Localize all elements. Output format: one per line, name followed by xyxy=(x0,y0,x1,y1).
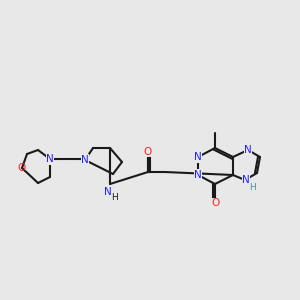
Text: O: O xyxy=(144,147,152,157)
Text: N: N xyxy=(104,187,112,197)
Text: H: H xyxy=(250,182,256,191)
Text: N: N xyxy=(81,155,89,165)
Text: H: H xyxy=(111,194,117,202)
Text: N: N xyxy=(244,145,252,155)
Text: N: N xyxy=(242,175,250,185)
Text: N: N xyxy=(194,170,202,180)
Text: O: O xyxy=(18,163,26,173)
Text: N: N xyxy=(46,154,54,164)
Text: N: N xyxy=(194,152,202,162)
Text: O: O xyxy=(211,198,219,208)
